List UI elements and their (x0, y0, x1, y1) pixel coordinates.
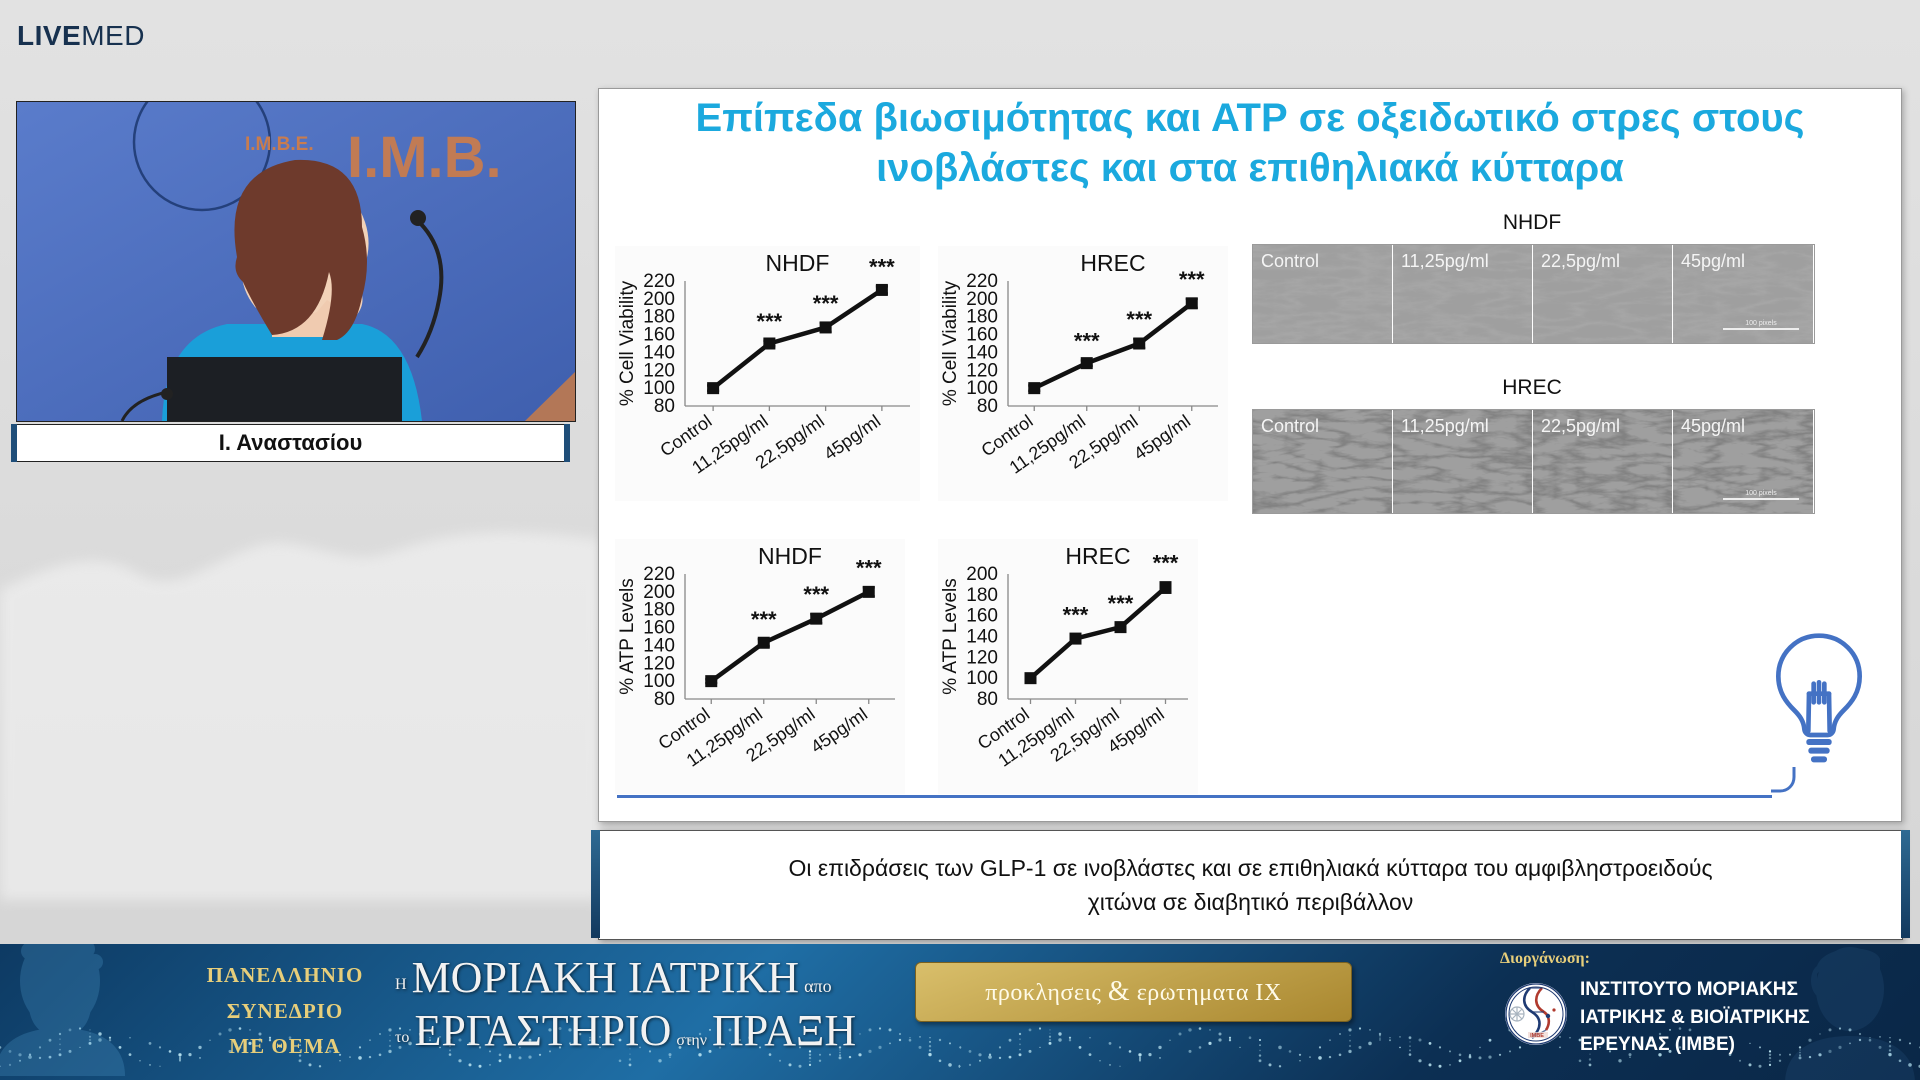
svg-text:11,25pg/ml: 11,25pg/ml (1401, 251, 1489, 271)
svg-text:***: *** (803, 582, 829, 607)
svg-text:200: 200 (643, 289, 675, 310)
svg-text:80: 80 (977, 689, 998, 710)
svg-text:I.M.B.: I.M.B. (347, 125, 502, 190)
svg-text:180: 180 (643, 600, 675, 621)
svg-text:***: *** (1074, 328, 1100, 353)
svg-text:220: 220 (643, 564, 675, 585)
svg-text:22,5pg/ml: 22,5pg/ml (1541, 251, 1620, 271)
svg-text:***: *** (751, 607, 777, 632)
svg-text:180: 180 (966, 307, 998, 328)
svg-text:120: 120 (966, 647, 998, 668)
svg-text:160: 160 (643, 325, 675, 346)
svg-text:***: *** (856, 555, 882, 580)
svg-text:160: 160 (643, 618, 675, 639)
svg-text:NHDF: NHDF (758, 543, 822, 569)
svg-text:140: 140 (966, 342, 998, 363)
svg-text:I.M.B.E.: I.M.B.E. (245, 134, 314, 155)
svg-text:***: *** (869, 254, 895, 279)
svg-text:Control: Control (1261, 251, 1319, 271)
svg-text:180: 180 (643, 307, 675, 328)
svg-text:IMBE: IMBE (1530, 1033, 1544, 1039)
svg-text:% ATP Levels: % ATP Levels (617, 578, 638, 695)
svg-text:100 pixels: 100 pixels (1745, 320, 1777, 327)
svg-text:220: 220 (643, 271, 675, 292)
svg-text:Control: Control (1261, 416, 1319, 436)
svg-text:***: *** (757, 309, 783, 334)
svg-text:22,5pg/ml: 22,5pg/ml (1541, 416, 1620, 436)
svg-text:100 pixels: 100 pixels (1745, 490, 1777, 497)
svg-text:% Cell Viability: % Cell Viability (940, 280, 961, 406)
svg-text:***: *** (1126, 307, 1152, 332)
svg-text:HREC: HREC (1065, 543, 1130, 569)
svg-text:100: 100 (966, 668, 998, 689)
svg-text:200: 200 (643, 582, 675, 603)
svg-text:200: 200 (966, 564, 998, 585)
svg-text:***: *** (1179, 267, 1205, 292)
svg-text:***: *** (1153, 550, 1179, 575)
svg-text:***: *** (1063, 602, 1089, 627)
svg-text:% ATP Levels: % ATP Levels (940, 578, 961, 695)
svg-text:160: 160 (966, 325, 998, 346)
svg-text:HREC: HREC (1080, 250, 1145, 276)
svg-text:NHDF: NHDF (766, 250, 830, 276)
svg-text:45pg/ml: 45pg/ml (1681, 416, 1745, 436)
svg-text:140: 140 (643, 635, 675, 656)
svg-text:140: 140 (966, 627, 998, 648)
svg-text:200: 200 (966, 289, 998, 310)
svg-text:140: 140 (643, 342, 675, 363)
svg-text:***: *** (813, 291, 839, 316)
svg-text:180: 180 (966, 585, 998, 606)
svg-text:220: 220 (966, 271, 998, 292)
svg-text:% Cell Viability: % Cell Viability (617, 280, 638, 406)
svg-text:***: *** (1108, 591, 1134, 616)
svg-text:160: 160 (966, 606, 998, 627)
svg-text:45pg/ml: 45pg/ml (1681, 251, 1745, 271)
svg-text:11,25pg/ml: 11,25pg/ml (1401, 416, 1489, 436)
